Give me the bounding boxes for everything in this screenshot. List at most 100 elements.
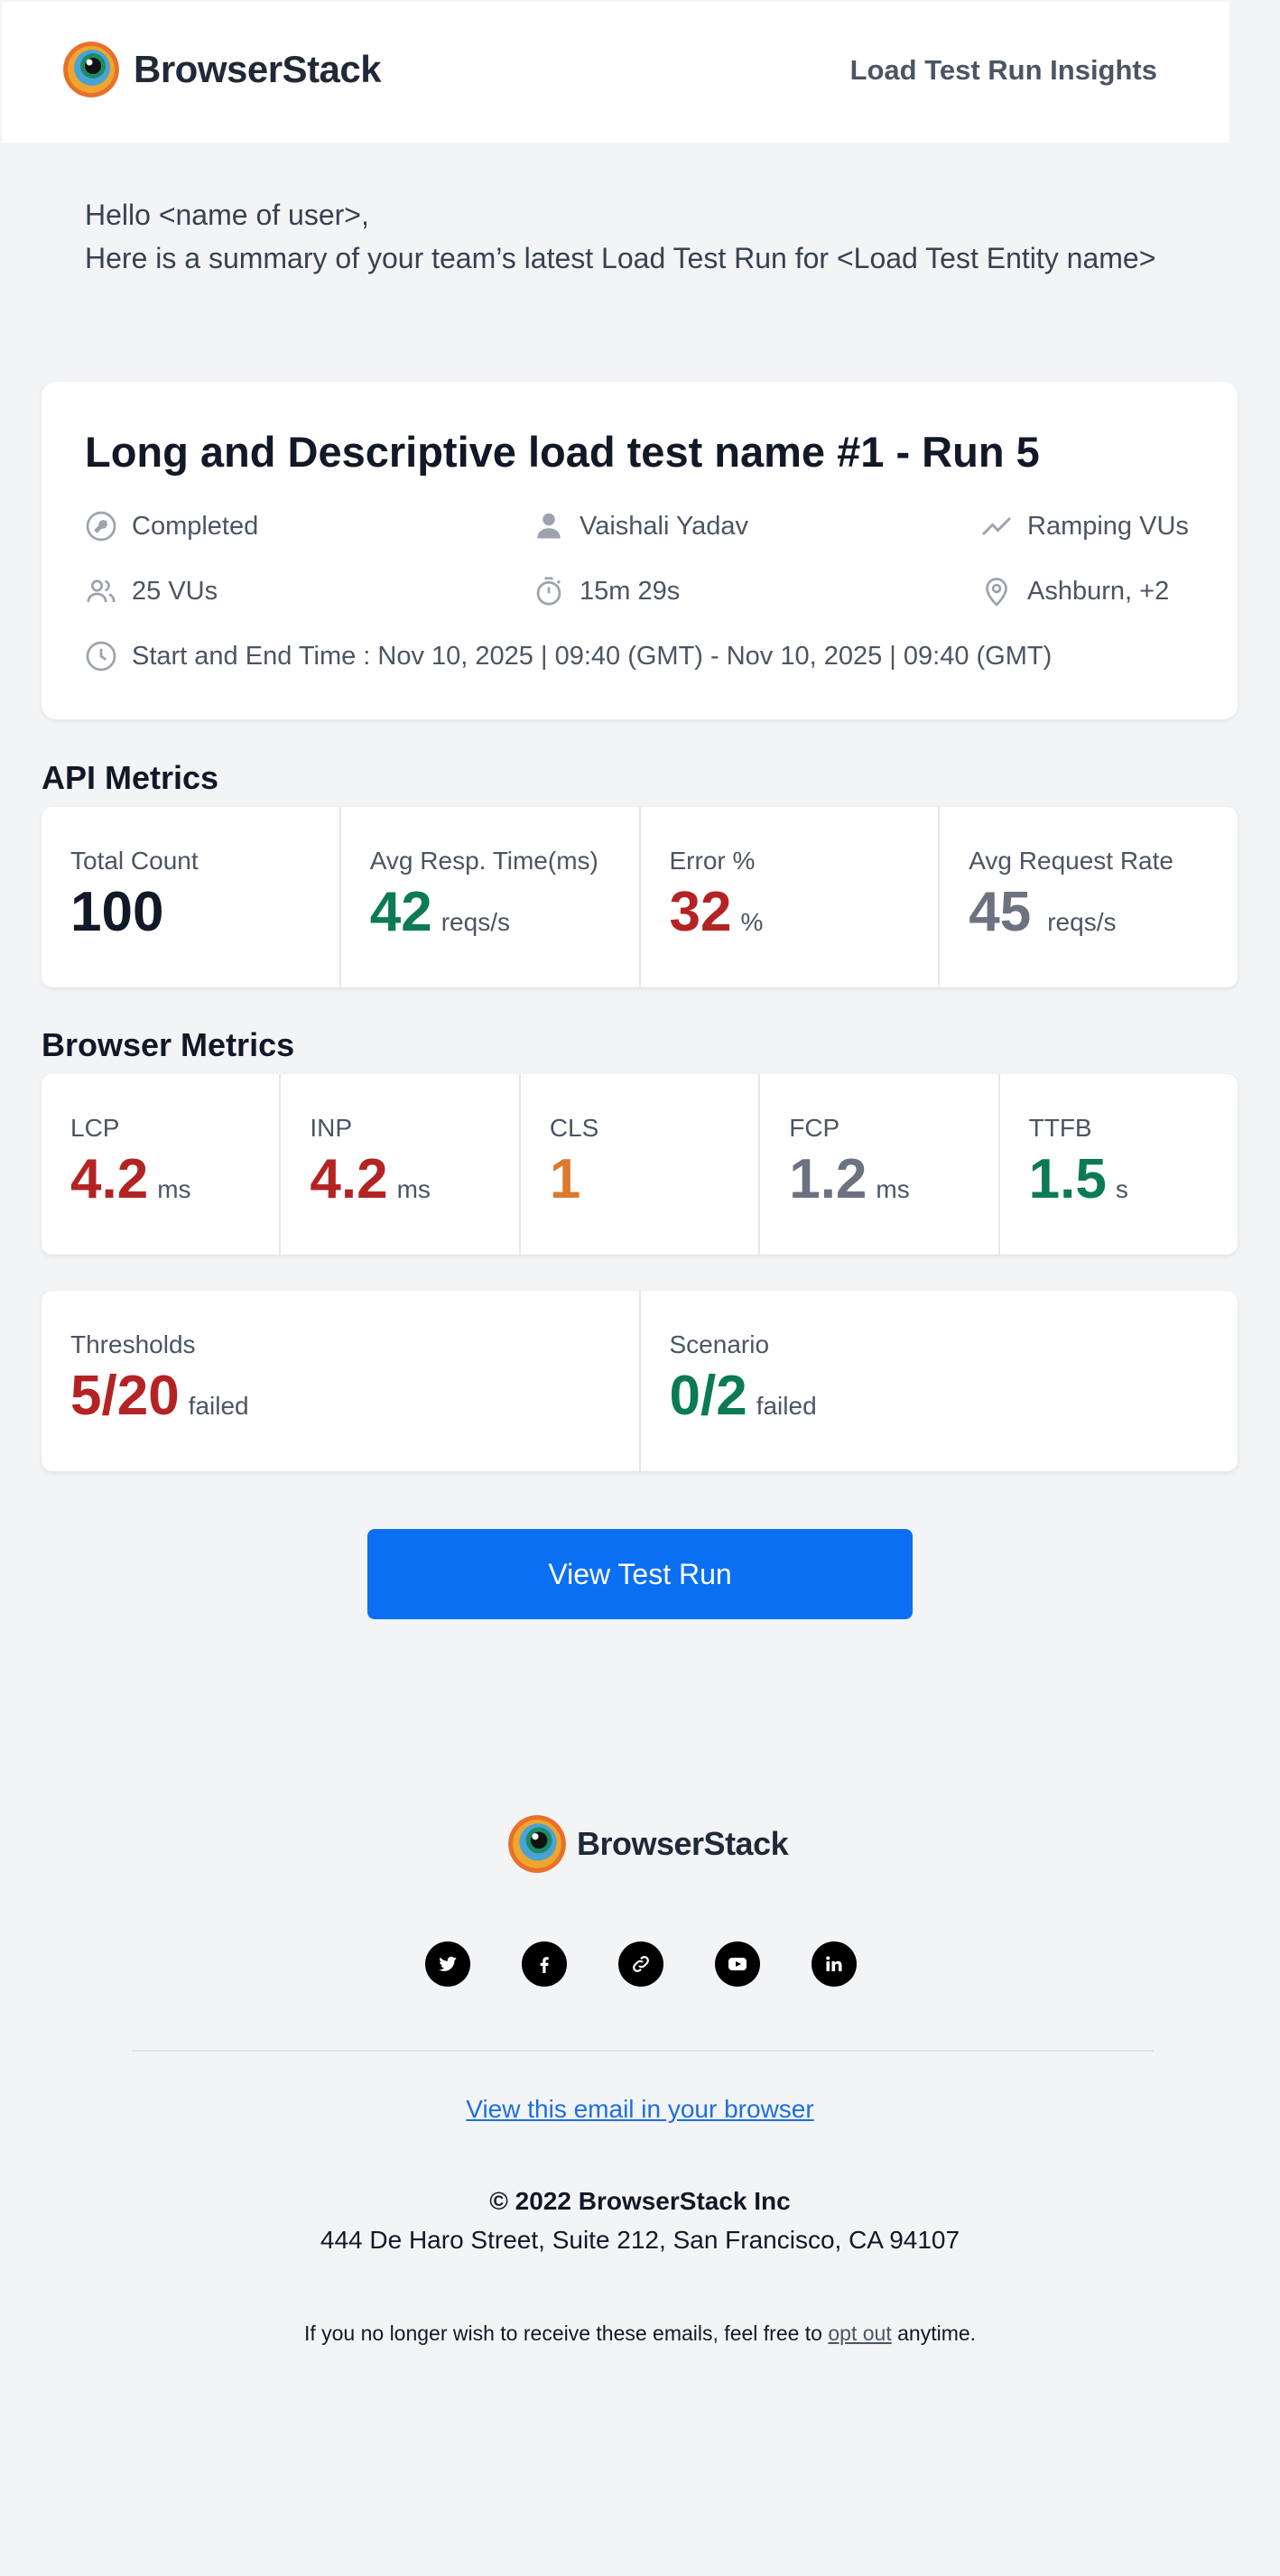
facebook-link[interactable] [522, 1941, 567, 1987]
greeting: Hello <name of user>, Here is a summary … [85, 193, 1168, 280]
metric-label: Total Count [70, 847, 199, 875]
run-user-text: Vaishali Yadav [580, 511, 749, 541]
metric-number: 0/2 [669, 1365, 747, 1427]
optout-prefix: If you no longer wish to receive these e… [303, 2321, 822, 2345]
metric-value: 1.2 ms [789, 1152, 910, 1208]
header-title: Load Test Run Insights [849, 54, 1157, 86]
optout-suffix: anytime. [897, 2321, 977, 2345]
metric-label: Avg Request Rate [969, 847, 1173, 875]
browserstack-logo-icon [508, 1815, 566, 1873]
run-duration-text: 15m 29s [580, 576, 681, 606]
clock-icon [86, 641, 116, 672]
metric-ttfb: TTFB 1.5 s [1000, 1074, 1238, 1255]
stopwatch-icon [536, 577, 561, 606]
api-metrics-title: API Metrics [42, 759, 219, 796]
metric-value: 42 reqs/s [370, 885, 510, 941]
view-in-browser-link[interactable]: View this email in your browser [466, 2095, 814, 2123]
view-test-run-button[interactable]: View Test Run [367, 1529, 913, 1619]
checks-row: Thresholds 5/20 failed Scenario 0/2 fail… [42, 1291, 1238, 1471]
metric-value: 4.2 ms [310, 1152, 431, 1208]
metric-number: 4.2 [70, 1148, 149, 1210]
metric-value: 0/2 failed [670, 1368, 817, 1424]
greeting-line-2: Here is a summary of your team’s latest … [85, 242, 1156, 274]
run-vus: 25 VUs [85, 575, 218, 607]
opt-out-link[interactable]: opt out [828, 2321, 892, 2345]
metric-scenario: Scenario 0/2 failed [641, 1291, 1238, 1471]
metric-cls: CLS 1 [521, 1074, 761, 1255]
metric-label: LCP [70, 1114, 120, 1142]
metric-number: 1.2 [789, 1148, 867, 1210]
run-location-text: Ashburn, +2 [1027, 576, 1170, 606]
metric-total-count: Total Count 100 [42, 807, 341, 987]
run-load-profile-text: Ramping VUs [1027, 511, 1189, 541]
youtube-link[interactable] [715, 1941, 760, 1987]
metric-label: INP [310, 1114, 353, 1142]
footer-address: 444 De Haro Street, Suite 212, San Franc… [320, 2226, 960, 2254]
metric-unit: ms [876, 1175, 910, 1203]
footer-optout-text: If you no longer wish to receive these e… [0, 2321, 1280, 2346]
metric-unit: % [740, 908, 764, 936]
metric-label: TTFB [1028, 1114, 1092, 1142]
metric-avg-request-rate: Avg Request Rate 45 reqs/s [940, 807, 1238, 987]
youtube-icon [728, 1958, 747, 1970]
metric-unit: s [1115, 1175, 1128, 1203]
metric-number: 45 [969, 881, 1032, 943]
greeting-line-1: Hello <name of user>, [85, 199, 369, 231]
metric-unit: ms [157, 1175, 191, 1203]
run-user: Vaishali Yadav [533, 510, 748, 542]
metric-number: 32 [669, 881, 732, 943]
metric-number: 1 [549, 1148, 581, 1210]
metric-label: CLS [549, 1114, 599, 1142]
metric-label: FCP [789, 1114, 840, 1142]
metric-value: 1 [550, 1152, 589, 1208]
brand-logo[interactable]: BrowserStack [63, 42, 382, 97]
run-duration: 15m 29s [533, 575, 680, 607]
metric-value: 45 reqs/s [969, 885, 1116, 941]
run-title: Long and Descriptive load test name #1 -… [85, 428, 1040, 476]
run-summary-card: Long and Descriptive load test name #1 -… [42, 382, 1238, 719]
link-icon [633, 1956, 649, 1972]
api-metrics-row: Total Count 100 Avg Resp. Time(ms) 42 re… [42, 807, 1238, 987]
run-time-range: Start and End Time : Nov 10, 2025 | 09:4… [85, 640, 1052, 672]
footer-brand-logo[interactable]: BrowserStack [508, 1815, 789, 1873]
wrench-icon [86, 511, 116, 542]
run-status: Completed [85, 510, 258, 542]
metric-unit: failed [756, 1392, 817, 1420]
metric-number: 100 [70, 881, 164, 943]
twitter-link[interactable] [425, 1941, 470, 1987]
users-icon [87, 579, 116, 603]
metric-number: 42 [369, 881, 432, 943]
metric-number: 1.5 [1028, 1148, 1107, 1210]
metric-lcp: LCP 4.2 ms [42, 1074, 282, 1255]
metric-number: 5/20 [70, 1365, 180, 1427]
twitter-icon [439, 1956, 457, 1971]
browserstack-logo-icon [63, 42, 119, 97]
metric-error-percent: Error % 32 % [641, 807, 941, 987]
linkedin-link[interactable] [812, 1941, 857, 1987]
metric-fcp: FCP 1.2 ms [760, 1074, 1000, 1255]
metric-value: 32 % [670, 885, 764, 941]
brand-name: BrowserStack [134, 48, 382, 90]
run-load-profile: Ramping VUs [980, 510, 1189, 542]
metric-unit: failed [188, 1392, 249, 1420]
trend-line-icon [981, 516, 1012, 536]
location-pin-icon [986, 578, 1007, 607]
browser-metrics-row: LCP 4.2 ms INP 4.2 ms CLS 1 FCP 1.2 ms T… [42, 1074, 1238, 1255]
run-time-range-text: Start and End Time : Nov 10, 2025 | 09:4… [132, 641, 1053, 671]
metric-thresholds: Thresholds 5/20 failed [42, 1291, 641, 1471]
footer-divider [132, 2050, 1154, 2052]
metric-number: 4.2 [310, 1148, 388, 1210]
metric-value: 5/20 failed [70, 1368, 249, 1424]
metric-unit: ms [396, 1175, 431, 1203]
run-location: Ashburn, +2 [980, 575, 1169, 607]
user-icon [537, 513, 561, 539]
browser-metrics-title: Browser Metrics [42, 1026, 295, 1063]
facebook-icon [540, 1957, 549, 1973]
metric-value: 1.5 s [1029, 1152, 1128, 1208]
metric-label: Error % [669, 847, 756, 875]
metric-unit: reqs/s [1047, 908, 1117, 936]
website-link[interactable] [618, 1941, 663, 1987]
metric-unit: reqs/s [441, 908, 510, 936]
run-vus-text: 25 VUs [132, 576, 218, 606]
metric-label: Thresholds [70, 1330, 196, 1358]
